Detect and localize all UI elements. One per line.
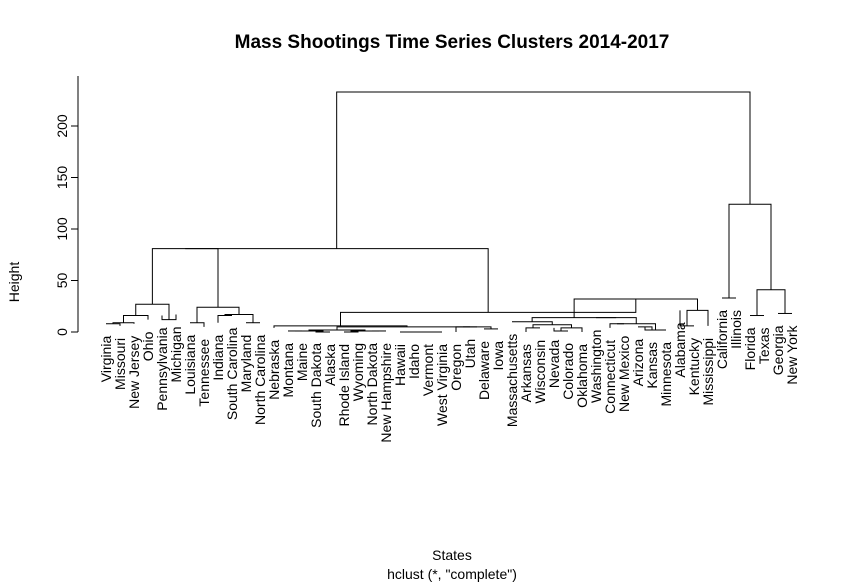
leaf-label: Missouri — [112, 338, 128, 390]
merge-branch — [106, 323, 121, 326]
leaf-label: Delaware — [476, 341, 492, 400]
leaf-label: Florida — [742, 327, 758, 370]
merge-branch — [295, 330, 324, 332]
y-tick-label: 200 — [54, 114, 70, 138]
merge-branch — [679, 310, 694, 327]
merge-branch — [123, 315, 149, 323]
merge-branch — [596, 317, 637, 324]
merge-branch — [217, 315, 232, 323]
leaf-label: Colorado — [560, 343, 576, 400]
leaf-label: Oklahoma — [574, 344, 590, 408]
merge-branch — [350, 330, 379, 332]
leaf-label: Louisiana — [182, 335, 198, 395]
leaf-label: Virginia — [98, 336, 114, 383]
x-axis-label: States — [432, 547, 472, 563]
leaf-label: Washington — [588, 330, 604, 403]
leaf-label: Iowa — [490, 341, 506, 371]
leaf-label: Nevada — [546, 340, 562, 388]
y-axis: 0 50 100 150 200 — [54, 76, 79, 336]
merge-branch — [336, 91, 751, 249]
merge-branch — [135, 303, 170, 320]
leaf-label: Arkansas — [518, 344, 534, 402]
leaf-label: Texas — [756, 328, 772, 365]
leaf-label: South Carolina — [224, 327, 240, 420]
leaf-label: Massachusetts — [504, 334, 520, 427]
leaf-label: Montana — [280, 343, 296, 398]
leaf-label: Alaska — [322, 344, 338, 386]
merge-branch — [756, 289, 786, 316]
merge-branch — [512, 321, 553, 325]
merge-branch — [455, 326, 470, 332]
chart-title: Mass Shootings Time Series Clusters 2014… — [235, 32, 670, 53]
leaf-label: Wyoming — [350, 343, 366, 401]
merge-branch — [617, 323, 656, 330]
leaf-label: New Jersey — [126, 336, 142, 409]
merge-branch — [151, 248, 219, 308]
leaf-label: North Carolina — [252, 335, 268, 425]
leaf-label: Nebraska — [266, 340, 282, 400]
leaf-label: Minnesota — [658, 342, 674, 407]
leaf-label: Maryland — [238, 335, 254, 393]
merge-branch — [185, 248, 489, 313]
leaf-label: South Dakota — [308, 343, 324, 428]
leaf-label: Maine — [294, 343, 310, 381]
merge-branch — [728, 203, 772, 299]
leaf-label: Indiana — [210, 335, 226, 381]
merge-branch — [638, 326, 653, 330]
leaf-label: Georgia — [770, 325, 786, 375]
merge-branch — [609, 323, 624, 328]
leaf-label: Ohio — [140, 331, 156, 361]
merge-branch — [336, 326, 477, 330]
hclust-method-caption: hclust (*, "complete") — [387, 566, 517, 582]
leaf-label: Vermont — [420, 344, 436, 396]
leaf-label: New Hampshire — [378, 343, 394, 443]
leaf-label: Wisconsin — [532, 340, 548, 404]
y-tick-label: 100 — [54, 217, 70, 241]
leaf-label: New York — [784, 324, 800, 384]
merge-branch — [525, 327, 540, 332]
leaf-label: Tennessee — [196, 339, 212, 407]
merge-branch — [531, 317, 617, 322]
leaf-label: Alabama — [672, 322, 688, 377]
leaf-label: Pennsylvania — [154, 327, 170, 410]
leaf-label: West Virginia — [434, 344, 450, 426]
leaf-label: Oregon — [448, 344, 464, 391]
y-axis-label: Height — [6, 262, 22, 303]
leaf-label: New Mexico — [616, 336, 632, 412]
leaf-label: Connecticut — [602, 340, 618, 414]
leaf-label: Kansas — [644, 342, 660, 389]
leaf-label: Kentucky — [686, 338, 702, 396]
leaf-label: Rhode Island — [336, 344, 352, 427]
merge-branch — [644, 326, 666, 331]
merge-branch — [553, 327, 568, 332]
leaf-label: Idaho — [406, 344, 422, 379]
leaf-label: California — [714, 310, 730, 369]
leaf-label: Arizona — [630, 339, 646, 387]
leaf-label: Utah — [462, 339, 478, 369]
dendrogram-branches — [106, 91, 792, 333]
leaf-label: North Dakota — [364, 343, 380, 426]
leaf-label: Mississippi — [700, 338, 716, 406]
leaf-label: Michigan — [168, 326, 184, 382]
y-tick-label: 150 — [54, 166, 70, 190]
leaf-label: Illinois — [728, 310, 744, 349]
merge-branch — [190, 322, 205, 327]
y-tick-label: 0 — [54, 328, 70, 336]
merge-branch — [686, 309, 709, 326]
leaf-label: Hawaii — [392, 344, 408, 386]
y-tick-label: 50 — [54, 273, 70, 289]
